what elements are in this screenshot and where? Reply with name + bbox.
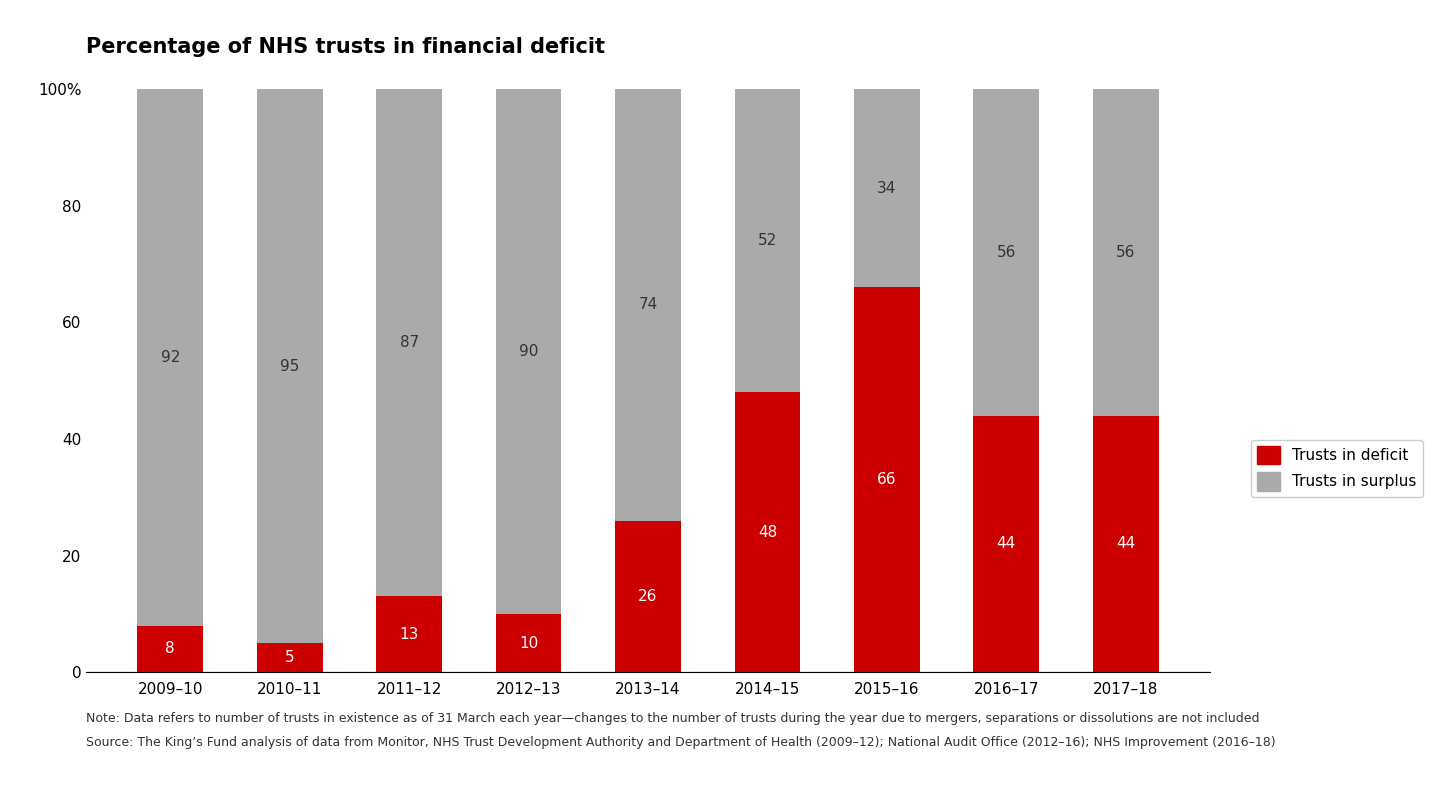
Bar xyxy=(854,288,920,672)
Text: 52: 52 xyxy=(757,233,778,248)
Text: 66: 66 xyxy=(877,472,897,488)
Text: 87: 87 xyxy=(399,335,419,350)
Bar xyxy=(376,596,442,672)
Bar xyxy=(615,521,681,672)
Bar xyxy=(973,416,1040,672)
Bar xyxy=(854,89,920,288)
Text: 56: 56 xyxy=(996,245,1017,260)
Text: 90: 90 xyxy=(518,344,539,359)
Bar xyxy=(734,89,801,392)
Bar xyxy=(734,392,801,672)
Text: 8: 8 xyxy=(166,642,176,656)
Bar xyxy=(615,89,681,521)
Bar xyxy=(137,625,203,672)
Bar xyxy=(973,89,1040,416)
Text: 92: 92 xyxy=(161,350,180,364)
Bar xyxy=(495,614,562,672)
Bar xyxy=(1093,416,1159,672)
Bar xyxy=(256,89,323,643)
Text: 56: 56 xyxy=(1116,245,1135,260)
Text: Source: The King’s Fund analysis of data from Monitor, NHS Trust Development Aut: Source: The King’s Fund analysis of data… xyxy=(86,736,1276,749)
Text: 48: 48 xyxy=(757,525,778,539)
Bar xyxy=(137,89,203,625)
Text: 44: 44 xyxy=(996,536,1015,552)
Bar xyxy=(376,89,442,596)
Text: 13: 13 xyxy=(399,627,419,642)
Text: Note: Data refers to number of trusts in existence as of 31 March each year—chan: Note: Data refers to number of trusts in… xyxy=(86,712,1260,725)
Bar xyxy=(495,89,562,614)
Text: 26: 26 xyxy=(638,589,658,604)
Text: 95: 95 xyxy=(279,359,300,373)
Text: 34: 34 xyxy=(877,181,897,196)
Bar xyxy=(256,643,323,672)
Text: 5: 5 xyxy=(285,650,295,665)
Text: 74: 74 xyxy=(638,297,658,313)
Text: Percentage of NHS trusts in financial deficit: Percentage of NHS trusts in financial de… xyxy=(86,36,605,57)
Text: 10: 10 xyxy=(518,636,539,650)
Legend: Trusts in deficit, Trusts in surplus: Trusts in deficit, Trusts in surplus xyxy=(1251,440,1423,497)
Bar xyxy=(1093,89,1159,416)
Text: 44: 44 xyxy=(1116,536,1135,552)
